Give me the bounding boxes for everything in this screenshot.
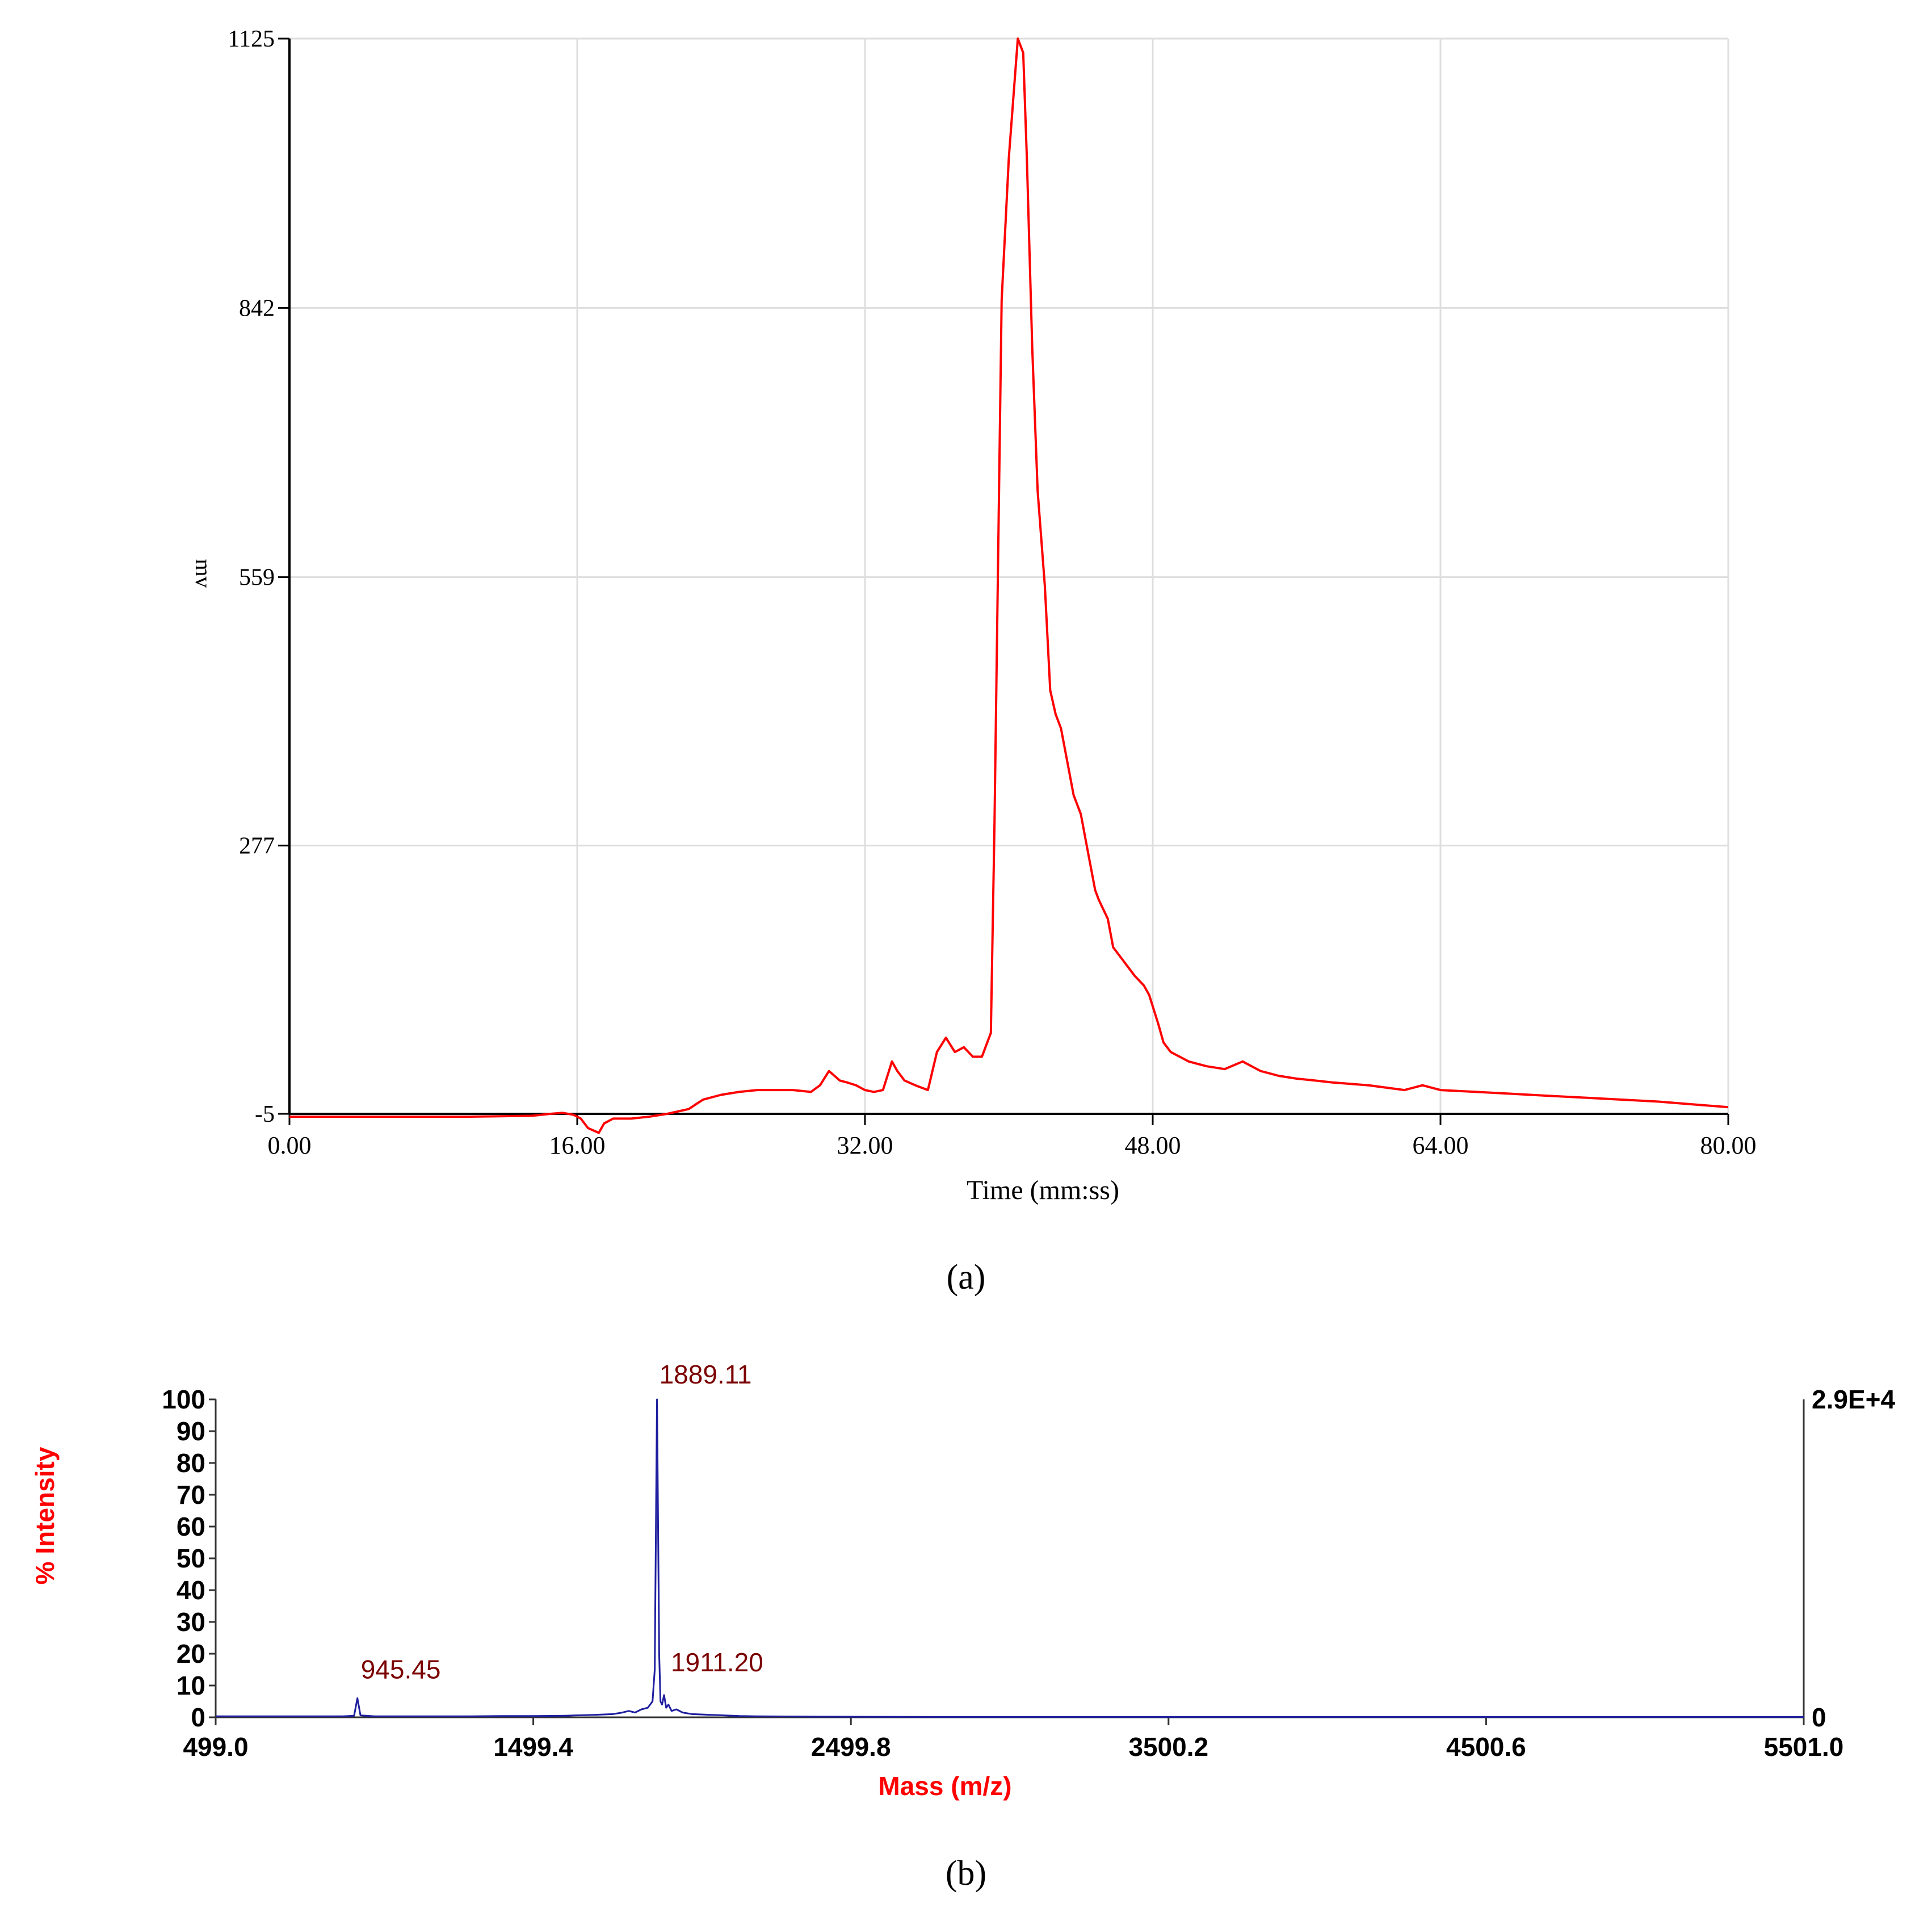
y-tick-label: 90 <box>177 1416 205 1446</box>
y-tick-label: -5 <box>255 1101 275 1127</box>
right-axis-bottom-label: 0 <box>1812 1703 1826 1732</box>
x-tick-label: 1499.4 <box>493 1732 573 1762</box>
y-tick-label: 0 <box>191 1703 205 1732</box>
y-tick-label: 559 <box>239 565 275 591</box>
panel-label-a: (a) <box>947 1258 986 1297</box>
x-axis-label: Mass (m/z) <box>878 1771 1011 1801</box>
y-tick-label: 70 <box>177 1480 205 1510</box>
grid <box>289 37 1729 1114</box>
x-tick-label: 16.00 <box>549 1131 606 1159</box>
peak-label: 945.45 <box>361 1654 441 1684</box>
y-tick-label: 20 <box>177 1639 205 1668</box>
x-axis-ticks: 0.00 16.00 32.00 48.00 64.00 80.00 <box>268 1114 1757 1159</box>
y-axis-label: % Intensity <box>30 1447 60 1584</box>
x-tick-label: 5501.0 <box>1764 1732 1844 1762</box>
right-axis-labels: 2.9E+4 0 <box>1812 1385 1895 1732</box>
y-tick-label: 277 <box>239 833 275 859</box>
axes <box>288 39 1728 1115</box>
y-axis-ticks: 1125 842 559 277 -5 <box>228 26 289 1127</box>
peak-label: 1889.11 <box>660 1360 752 1389</box>
chromatogram-series-line <box>289 37 1729 1134</box>
right-axis-top-label: 2.9E+4 <box>1812 1385 1895 1414</box>
y-tick-label: 100 <box>162 1385 205 1414</box>
x-tick-label: 2499.8 <box>811 1732 891 1762</box>
x-tick-label: 4500.6 <box>1446 1732 1526 1762</box>
mass-spectrum-series-line <box>216 1398 1804 1718</box>
y-tick-label: 1125 <box>228 26 275 52</box>
y-tick-label: 80 <box>177 1448 205 1478</box>
x-tick-label: 48.00 <box>1125 1131 1181 1159</box>
peak-label: 1911.20 <box>671 1647 763 1677</box>
x-tick-label: 64.00 <box>1413 1131 1469 1159</box>
axes <box>215 1399 1805 1718</box>
x-tick-label: 80.00 <box>1700 1131 1757 1159</box>
y-tick-label: 60 <box>177 1512 205 1541</box>
chromatogram-panel: 1125 842 559 277 -5 0.00 16.00 32.00 48.00 64.00… <box>191 26 1757 1297</box>
y-tick-label: 40 <box>177 1575 205 1605</box>
peak-labels: 1889.11 945.45 1911.20 <box>361 1360 763 1684</box>
x-tick-label: 3500.2 <box>1128 1732 1208 1762</box>
y-axis-label: mv <box>191 559 216 588</box>
y-tick-label: 10 <box>177 1671 205 1700</box>
x-tick-label: 499.0 <box>183 1732 248 1762</box>
x-axis-ticks: 499.0 1499.4 2499.8 3500.2 4500.6 5501.0 <box>183 1717 1843 1762</box>
x-axis-label: Time (mm:ss) <box>967 1175 1119 1205</box>
y-tick-label: 842 <box>239 295 275 321</box>
panel-label-b: (b) <box>946 1854 986 1893</box>
x-tick-label: 32.00 <box>837 1131 893 1159</box>
y-tick-label: 50 <box>177 1544 205 1573</box>
y-tick-label: 30 <box>177 1607 205 1637</box>
x-tick-label: 0.00 <box>268 1131 312 1159</box>
